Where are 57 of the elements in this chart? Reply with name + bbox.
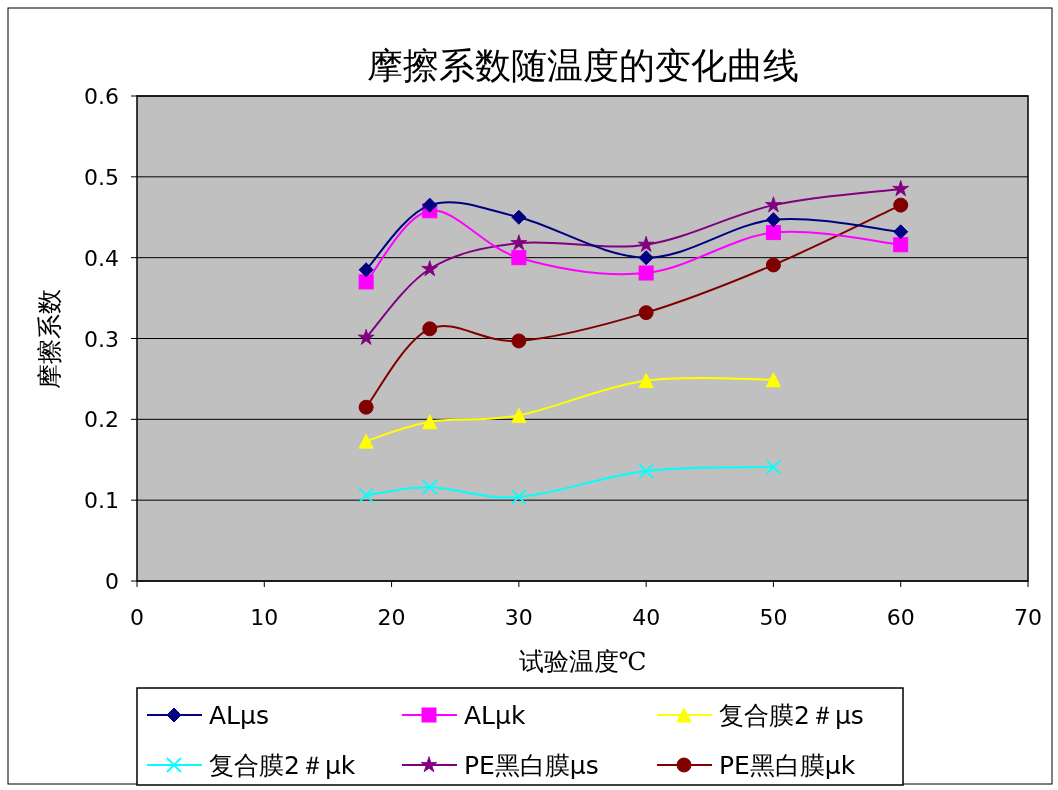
point (638, 250, 654, 266)
legend-label: ALμs (209, 701, 269, 730)
point (765, 257, 781, 273)
y-tick-label: 0.3 (84, 326, 119, 352)
point (421, 479, 438, 496)
point (421, 260, 439, 277)
point (511, 250, 527, 266)
point (638, 463, 655, 479)
point (765, 212, 781, 228)
point (358, 487, 375, 504)
y-tick-label: 0.5 (84, 164, 119, 190)
point (765, 459, 782, 475)
x-tick-label: 70 (1014, 605, 1042, 630)
x-axis-title: 试验温度℃ (518, 647, 647, 676)
point (358, 433, 374, 449)
y-tick-label: 0.2 (84, 407, 119, 433)
x-tick-label: 30 (504, 605, 533, 630)
point (893, 237, 909, 253)
point (510, 489, 527, 505)
point (765, 372, 781, 388)
x-tick-label: 50 (759, 605, 788, 630)
point (511, 333, 527, 349)
point (357, 328, 375, 345)
point (358, 262, 374, 278)
point (511, 209, 527, 225)
point (422, 197, 438, 213)
point (358, 274, 374, 290)
point (422, 321, 438, 337)
point (422, 414, 438, 430)
point (510, 234, 528, 251)
y-tick-label: 0.1 (84, 488, 119, 514)
x-tick-label: 60 (886, 605, 915, 630)
chart-title: 摩擦系数随温度的变化曲线 (366, 45, 799, 86)
y-tick-label: 0.4 (84, 245, 119, 271)
legend-label: 复合膜2＃μk (209, 751, 356, 780)
x-tick-label: 10 (250, 605, 279, 630)
legend-label: PE黑白膜μs (464, 751, 599, 780)
point (893, 197, 909, 213)
y-tick-label: 0 (105, 569, 119, 594)
point (892, 180, 910, 197)
point (638, 265, 654, 281)
legend-label: ALμk (464, 701, 526, 730)
x-tick-label: 0 (130, 605, 144, 630)
point (638, 305, 654, 321)
x-tick-label: 40 (632, 605, 661, 630)
point (637, 235, 655, 252)
legend-label: 复合膜2＃μs (719, 701, 864, 730)
point (765, 225, 781, 241)
legend-label: PE黑白膜μk (719, 751, 856, 780)
point (765, 196, 782, 213)
x-tick-label: 20 (377, 605, 406, 630)
y-axis-title: 摩擦系数 (35, 288, 64, 389)
point (511, 407, 527, 423)
y-tick-label: 0.6 (84, 84, 119, 109)
point (638, 373, 654, 389)
point (893, 224, 909, 240)
point (358, 399, 374, 415)
